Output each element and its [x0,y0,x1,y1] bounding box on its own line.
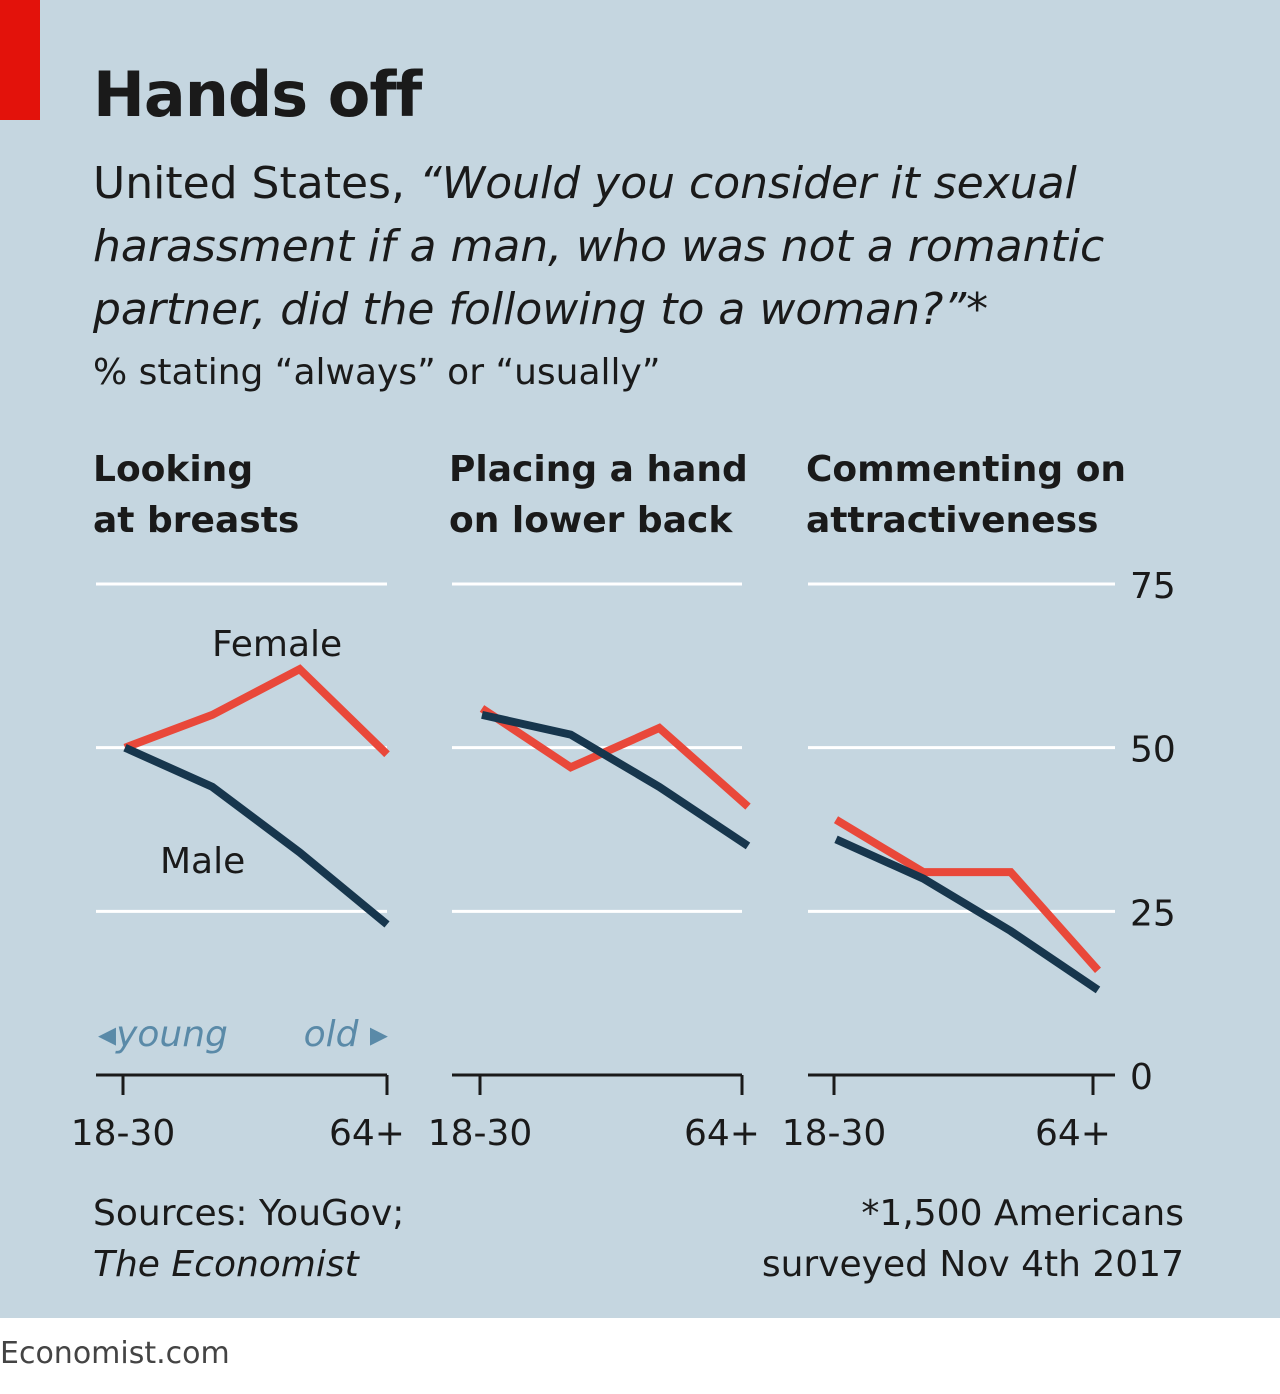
panel-title-line1: Commenting on [806,449,1127,490]
y-tick-label: 50 [1130,730,1176,771]
y-tick-label: 75 [1130,566,1176,607]
series-label-male: Male [160,841,245,882]
series-line-male [481,710,751,850]
chart-title: Hands off [93,58,422,131]
panel-title-line1: Looking [93,449,254,490]
x-tick-label: 64+ [329,1113,405,1154]
panel-title-line1: Placing a hand [449,449,748,490]
footnote-line2: surveyed Nov 4th 2017 [761,1244,1184,1285]
y-tick-label: 25 [1130,893,1176,934]
panel-title-line2: attractiveness [806,500,1099,541]
panel-title-attractiveness: Commenting on attractiveness [806,444,1126,546]
footnote-line1: *1,500 Americans [861,1193,1184,1234]
x-tick-label: 64+ [684,1113,760,1154]
panel-title-line2: on lower back [449,500,733,541]
age-hint-young: ◂young [98,1014,228,1055]
y-tick-label: 0 [1130,1057,1153,1098]
chart-panel: Hands off United States, “Would you cons… [0,0,1280,1318]
series-line-female [479,705,751,810]
x-tick-label: 18-30 [428,1113,533,1154]
x-tick-label: 18-30 [782,1113,887,1154]
panel-title-lower-back: Placing a hand on lower back [449,444,748,546]
source-line1: Sources: YouGov; [93,1193,405,1234]
x-tick-label: 64+ [1035,1113,1111,1154]
survey-footnote: *1,500 Americans surveyed Nov 4th 2017 [762,1188,1184,1290]
source-line2: The Economist [93,1244,359,1285]
age-hint-old: old ▸ [304,1014,388,1055]
series-line-male [123,744,390,928]
panel-title-breasts: Looking at breasts [93,444,299,546]
chart-plot-area: 0 25 50 75 18-30 64+ 18-30 64+ 18-30 64+ Female Mal… [71,566,1176,1154]
source-note: Sources: YouGov; The Economist [93,1188,404,1290]
unit-label: % stating “always” or “usually” [93,352,661,393]
series-line-female [833,816,1101,973]
economist-red-tab [0,0,40,120]
subtitle-prefix: United States, [93,158,405,209]
panel-title-line2: at breasts [93,500,300,541]
subtitle-question: “Would you consider it sexual harassment… [93,158,1105,335]
chart-subtitle: United States, “Would you consider it se… [93,152,1193,341]
footer-brand: Economist.com [0,1336,230,1371]
series-line-female [123,664,390,758]
series-label-female: Female [212,624,342,665]
series-line-male [834,835,1101,994]
x-tick-label: 18-30 [71,1113,176,1154]
